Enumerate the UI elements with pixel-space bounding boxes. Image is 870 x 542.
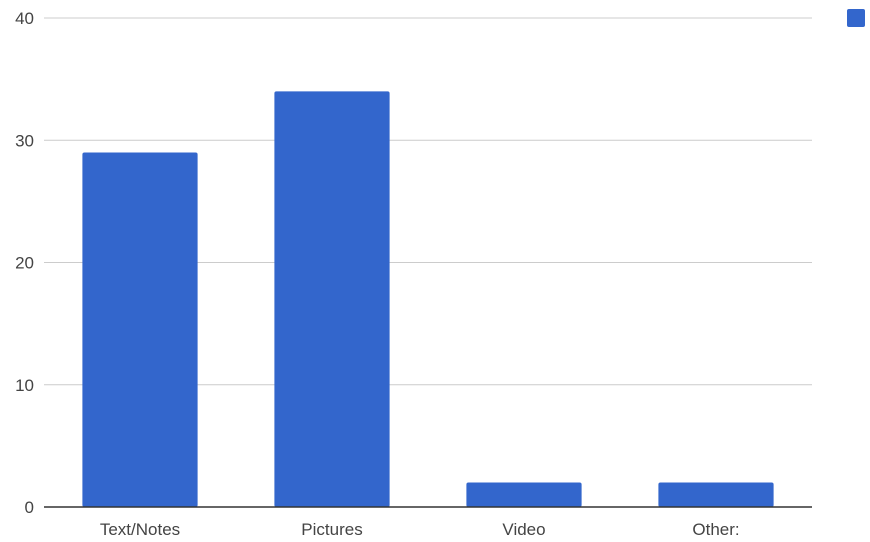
bars [82,91,774,507]
bar-text-notes [82,152,198,507]
bar-video [466,482,582,507]
x-tick-label: Pictures [301,520,362,539]
x-axis-labels: Text/Notes Pictures Video Other: [100,520,740,539]
y-tick-label: 10 [15,376,34,395]
legend [847,9,865,27]
y-tick-label: 0 [25,498,34,517]
y-axis-ticks: 0 10 20 30 40 [15,9,34,517]
bar-pictures [274,91,390,507]
y-tick-label: 40 [15,9,34,28]
x-tick-label: Video [502,520,545,539]
y-tick-label: 20 [15,254,34,273]
y-tick-label: 30 [15,131,34,150]
x-tick-label: Text/Notes [100,520,180,539]
x-tick-label: Other: [692,520,739,539]
bar-other [658,482,774,507]
legend-swatch [847,9,865,27]
